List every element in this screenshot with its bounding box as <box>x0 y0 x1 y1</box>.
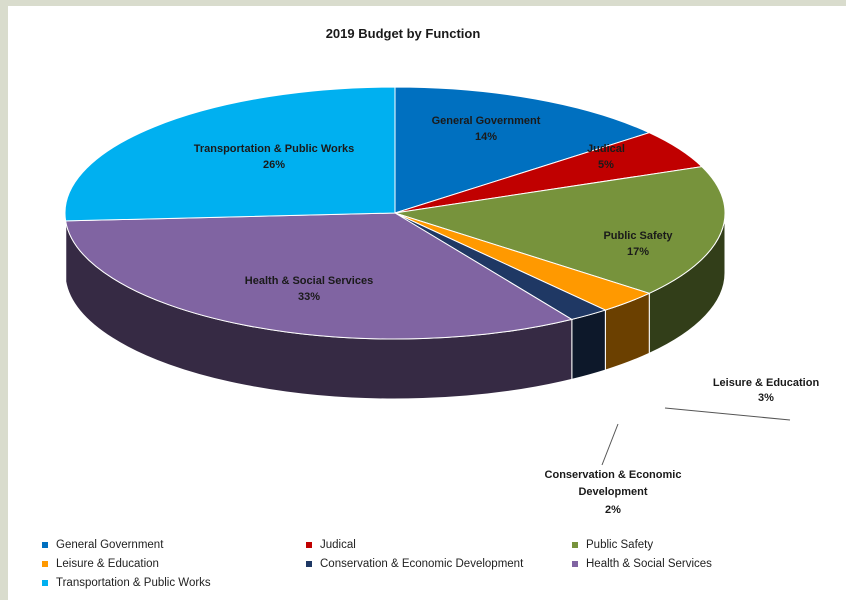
slice-label-general-government: General Government <box>432 115 541 127</box>
legend-swatch <box>306 542 312 548</box>
legend-swatch <box>306 561 312 567</box>
legend-label: Leisure & Education <box>56 558 159 570</box>
leader-line-leisure-and-education <box>664 407 791 421</box>
slice-label-leisure-and-education: Leisure & Education <box>713 377 820 389</box>
legend-item-conservation-and-economic-development: Conservation & Economic Development <box>306 556 572 572</box>
legend-item-general-government: General Government <box>42 537 306 553</box>
slice-transportation-and-public-works <box>64 86 396 222</box>
legend-swatch <box>572 542 578 548</box>
pie-chart: General Government 14% Judical 5% Public Saf… <box>64 86 820 516</box>
legend-label: Conservation & Economic Development <box>320 558 524 570</box>
legend-swatch <box>572 561 578 567</box>
legend-label: Public Safety <box>586 539 654 551</box>
slice-label-public-safety: Public Safety <box>603 230 673 242</box>
slice-label-judical: Judical <box>587 143 625 155</box>
legend-label: General Government <box>56 539 164 551</box>
slice-side-transportation-and-public-works <box>64 212 67 281</box>
legend-item-public-safety: Public Safety <box>572 537 802 553</box>
slice-value-leisure-and-education: 3% <box>758 392 774 404</box>
legend-label: Health & Social Services <box>586 558 712 570</box>
slice-value-conservation-and-economic-development: 2% <box>605 504 621 516</box>
slice-label-health-and-social-services: Health & Social Services <box>245 275 373 287</box>
legend-item-judical: Judical <box>306 537 572 553</box>
chart-title: 2019 Budget by Function <box>325 26 481 41</box>
leader-line-conservation-and-economic-development <box>601 423 619 466</box>
legend-label: Transportation & Public Works <box>56 577 211 589</box>
slice-label-conservation-and-economic-development-line2: Development <box>578 486 647 498</box>
slice-label-conservation-and-economic-development: Conservation & Economic <box>545 469 682 481</box>
slice-side-conservation-and-economic-development <box>571 309 606 381</box>
slice-value-judical: 5% <box>598 159 614 171</box>
legend-item-transportation-and-public-works: Transportation & Public Works <box>42 575 306 591</box>
slice-general-government <box>394 86 651 214</box>
slice-value-public-safety: 17% <box>627 246 649 258</box>
legend: General Government Judical Public Safety Le… <box>42 537 802 591</box>
legend-item-health-and-social-services: Health & Social Services <box>572 556 802 572</box>
slice-value-general-government: 14% <box>475 131 497 143</box>
slice-health-and-social-services <box>65 212 574 340</box>
legend-swatch <box>42 561 48 567</box>
legend-item-leisure-and-education: Leisure & Education <box>42 556 306 572</box>
slice-public-safety <box>394 166 726 294</box>
slice-label-transportation-and-public-works: Transportation & Public Works <box>194 143 355 155</box>
slice-value-transportation-and-public-works: 26% <box>263 159 285 171</box>
slice-value-health-and-social-services: 33% <box>298 291 320 303</box>
chart-area: 2019 Budget by Function General Governme… <box>8 6 846 600</box>
legend-swatch <box>42 580 48 586</box>
legend-label: Judical <box>320 539 356 551</box>
legend-swatch <box>42 542 48 548</box>
